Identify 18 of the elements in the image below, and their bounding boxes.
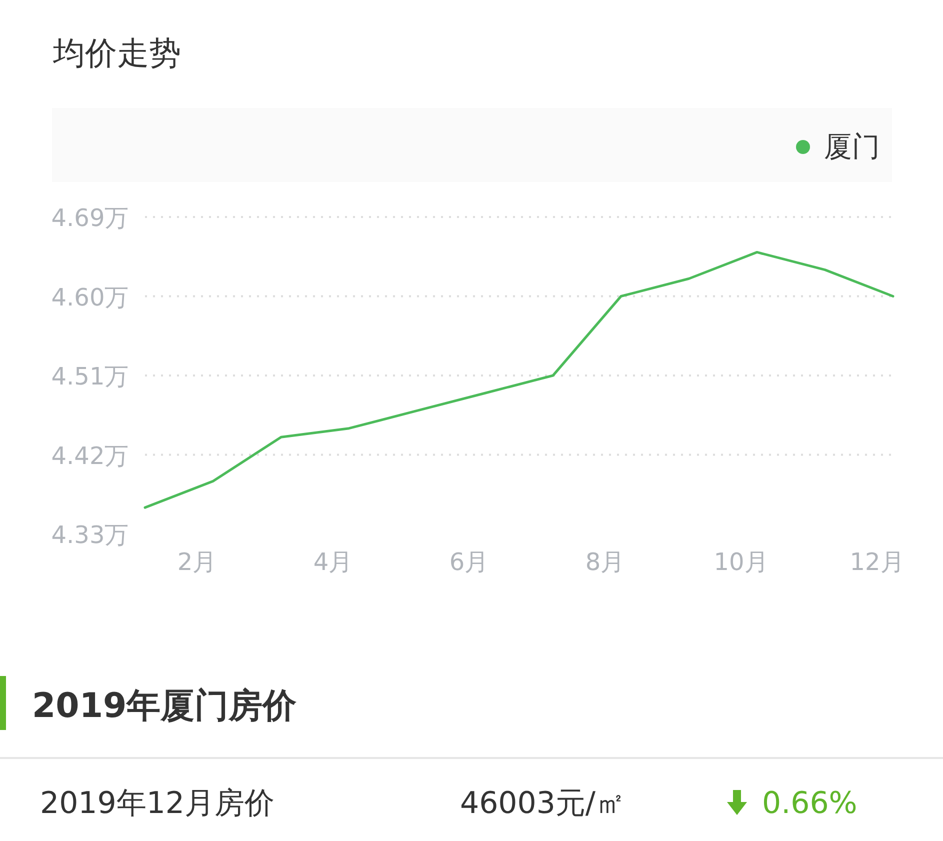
y-tick-label: 4.42万 (51, 442, 129, 470)
text: 0.66% (762, 786, 858, 821)
x-tick-label: 12月 (850, 548, 904, 576)
legend-label: 厦门 (824, 130, 880, 163)
chart-title: 均价走势 (52, 34, 181, 72)
text: 2019年12月房价 (40, 786, 275, 821)
x-tick-label: 2月 (177, 548, 217, 576)
x-tick-label: 8月 (585, 548, 625, 576)
x-tick-label: 6月 (449, 548, 489, 576)
line-series (144, 250, 894, 509)
x-tick-label: 4月 (313, 548, 353, 576)
x-tick-label: 10月 (714, 548, 768, 576)
y-tick-label: 4.60万 (51, 283, 129, 312)
y-tick-label: 4.51万 (51, 362, 129, 390)
y-tick-label: 4.69万 (51, 204, 129, 232)
text: 2019年厦门房价 (32, 686, 298, 726)
y-tick-label: 4.33万 (51, 521, 129, 549)
text: 46003元/㎡ (460, 786, 626, 821)
